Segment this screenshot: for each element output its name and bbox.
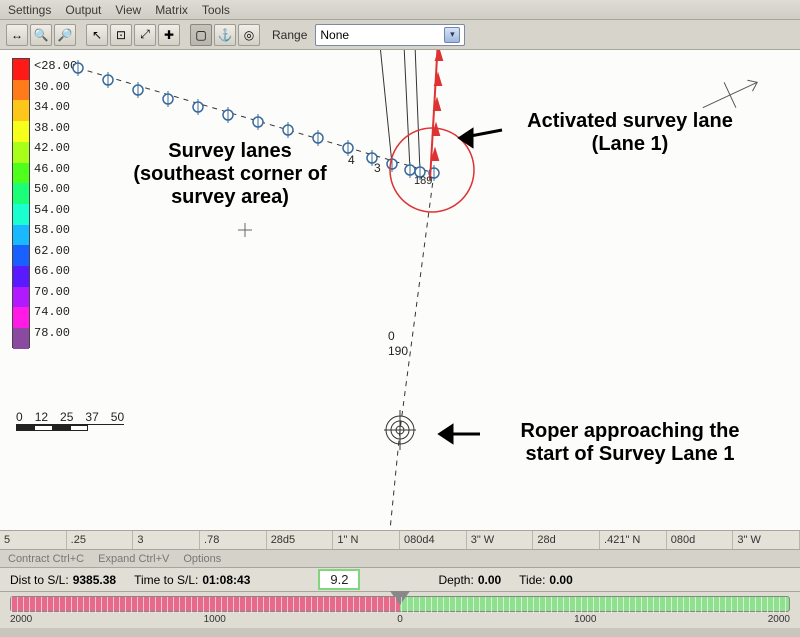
ruler-track[interactable] [10,596,790,612]
coord-cell: 1" N [333,531,400,549]
depth-label: Depth: [438,573,473,587]
svg-text:0: 0 [388,329,395,343]
coord-cell: 3" W [733,531,800,549]
ruler-l1: 2000 [10,614,32,625]
zoom-out-icon[interactable]: 🔎 [54,24,76,46]
chart-overlay: 4 3 189 0 190 [0,50,800,530]
status-bar: Dist to S/L: 9385.38 Time to S/L: 01:08:43… [0,568,800,592]
pan-icon[interactable]: ↔ [6,24,28,46]
coordinate-bar: 5.253.7828d51" N080d43" W28d.421" N080d3… [0,530,800,550]
coord-cell: .421" N [600,531,667,549]
coord-cell: .25 [67,531,134,549]
chevron-down-icon: ▾ [444,27,460,43]
toolbar: ↔ 🔍 🔎 ↖ ⊡ ⤢ ✚ ▢ ⚓ ◎ Range None ▾ [0,20,800,50]
dist-sl-label: Dist to S/L: [10,573,69,587]
coord-cell: .78 [200,531,267,549]
coord-cell: 28d5 [267,531,334,549]
chart-canvas[interactable]: <28.0030.0034.0038.0042.0046.0050.0054.0… [0,50,800,530]
zoom-in-icon[interactable]: 🔍 [30,24,52,46]
menu-view[interactable]: View [115,3,141,17]
dist-sl-value: 9385.38 [73,573,116,587]
range-select[interactable]: None ▾ [315,24,465,46]
contract-option[interactable]: Contract Ctrl+C [8,553,84,565]
zoom-reset-icon[interactable]: ⤢ [134,24,156,46]
menu-matrix[interactable]: Matrix [155,3,188,17]
ruler-r2: 1000 [574,614,596,625]
tide-label: Tide: [519,573,545,587]
menu-settings[interactable]: Settings [8,3,51,17]
coord-cell: 3 [133,531,200,549]
ruler-l2: 1000 [204,614,226,625]
svg-text:189: 189 [414,175,432,187]
menu-tools[interactable]: Tools [202,3,230,17]
depth-value: 0.00 [478,573,501,587]
menu-bar: Settings Output View Matrix Tools [0,0,800,20]
menu-output[interactable]: Output [65,3,101,17]
target-icon[interactable]: ◎ [238,24,260,46]
deviation-ruler: 2000 1000 0 1000 2000 [0,592,800,628]
zoom-box-icon[interactable]: ⊡ [110,24,132,46]
heading-value: 9.2 [318,569,360,590]
time-sl-label: Time to S/L: [134,573,198,587]
fill-icon[interactable]: ▢ [190,24,212,46]
expand-option[interactable]: Expand Ctrl+V [98,553,169,565]
options-option[interactable]: Options [183,553,221,565]
ruler-pointer [390,591,410,605]
coord-cell: 3" W [467,531,534,549]
pointer-icon[interactable]: ↖ [86,24,108,46]
ruler-r1: 2000 [768,614,790,625]
anchor-icon[interactable]: ⚓ [214,24,236,46]
ruler-c: 0 [397,614,403,625]
svg-text:190: 190 [388,344,408,358]
crosshair-icon[interactable]: ✚ [158,24,180,46]
coord-cell: 080d4 [400,531,467,549]
time-sl-value: 01:08:43 [202,573,250,587]
coord-cell: 28d [533,531,600,549]
svg-text:3: 3 [374,161,381,175]
coord-cell: 5 [0,531,67,549]
options-bar: Contract Ctrl+C Expand Ctrl+V Options [0,550,800,568]
range-label: Range [272,28,307,42]
range-value: None [320,28,349,42]
svg-text:4: 4 [348,153,355,167]
coord-cell: 080d [667,531,734,549]
tide-value: 0.00 [549,573,572,587]
